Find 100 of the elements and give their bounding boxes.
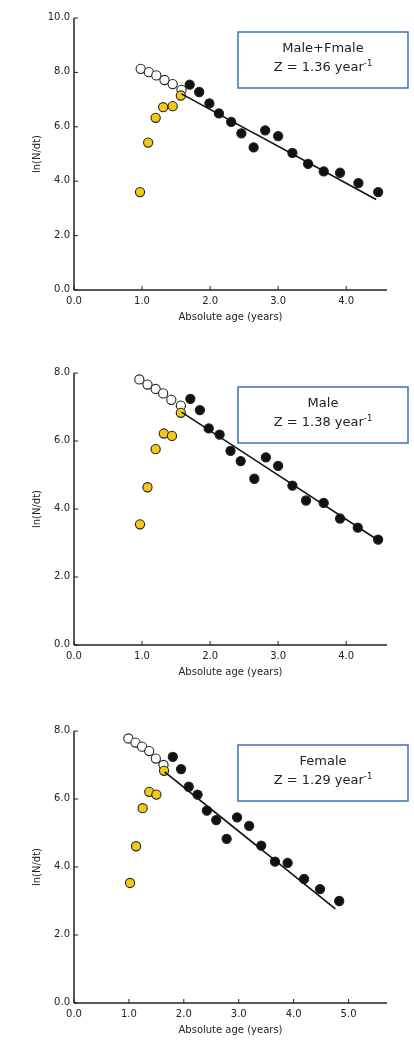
point <box>249 473 260 484</box>
point <box>166 394 177 405</box>
point <box>221 833 232 844</box>
point <box>373 534 384 545</box>
point <box>373 186 384 198</box>
point <box>167 78 178 90</box>
x-axis-title: Absolute age (years) <box>178 666 283 677</box>
point <box>175 763 187 775</box>
point <box>150 753 161 764</box>
x-tick-label: 3.0 <box>270 295 287 306</box>
point <box>300 495 312 506</box>
x-tick-label: 0.0 <box>66 650 82 661</box>
x-tick-label: 2.0 <box>175 1008 192 1019</box>
x-tick-label: 5.0 <box>340 1008 357 1019</box>
point <box>150 112 161 123</box>
annotation: Male <box>307 395 339 410</box>
point <box>334 895 345 907</box>
point <box>204 98 215 109</box>
y-axis-title: ln(N/dt) <box>31 847 42 887</box>
point <box>157 102 169 113</box>
point <box>314 883 326 895</box>
point <box>248 142 259 153</box>
y-tick-label: 0.0 <box>54 638 70 649</box>
y-tick-label: 6.0 <box>54 434 70 445</box>
point <box>123 733 134 744</box>
x-tick-label: 1.0 <box>134 650 150 661</box>
point <box>137 803 148 814</box>
point <box>334 167 346 178</box>
annotation: Female <box>299 753 347 768</box>
point <box>211 814 222 826</box>
y-axis-title: ln(N/dt) <box>31 134 42 174</box>
point <box>194 86 205 98</box>
point <box>136 741 148 752</box>
x-tick-label: 0.0 <box>66 1008 82 1019</box>
x-tick-label: 0.0 <box>66 295 82 306</box>
y-tick-label: 8.0 <box>54 366 70 377</box>
point <box>143 137 154 148</box>
point <box>150 383 161 395</box>
point <box>272 460 284 471</box>
point <box>142 379 153 390</box>
y-tick-label: 6.0 <box>54 119 70 131</box>
point <box>236 128 247 139</box>
point <box>144 745 155 757</box>
point <box>158 428 169 439</box>
y-tick-label: 6.0 <box>54 792 70 803</box>
y-tick-label: 2.0 <box>54 228 70 240</box>
x-tick-label: 4.0 <box>285 1008 302 1019</box>
point <box>235 455 246 467</box>
x-tick-label: 1.0 <box>120 1008 137 1019</box>
point <box>244 820 255 831</box>
point <box>135 63 146 74</box>
point <box>134 186 146 198</box>
x-axis-title: Absolute age (years) <box>178 1024 283 1035</box>
point <box>130 841 142 852</box>
y-tick-label: 4.0 <box>54 860 70 871</box>
x-axis-title: Absolute age (years) <box>178 311 283 322</box>
y-tick-label: 0.0 <box>54 996 70 1007</box>
y-tick-label: 2.0 <box>54 570 70 581</box>
annotation: Z = 1.29 year$^{-1}$ <box>273 771 373 787</box>
point <box>194 404 206 416</box>
point <box>231 812 243 823</box>
point <box>124 877 136 889</box>
y-tick-label: 0.0 <box>54 283 70 294</box>
point <box>166 430 178 442</box>
point <box>167 751 178 762</box>
x-tick-label: 2.0 <box>202 650 219 661</box>
x-tick-label: 4.0 <box>338 650 355 661</box>
y-tick-label: 10.0 <box>47 11 70 22</box>
x-tick-label: 2.0 <box>202 295 219 306</box>
annotation: Z = 1.36 year$^{-1}$ <box>273 58 373 74</box>
y-tick-label: 8.0 <box>54 65 70 77</box>
y-tick-label: 8.0 <box>54 724 70 735</box>
annotation: Z = 1.38 year$^{-1}$ <box>273 413 373 429</box>
point <box>282 857 293 869</box>
point <box>167 100 178 112</box>
x-tick-label: 3.0 <box>230 1008 247 1019</box>
point <box>157 388 169 399</box>
point <box>272 130 284 142</box>
y-tick-label: 4.0 <box>54 174 70 186</box>
point <box>150 444 161 455</box>
point <box>159 74 170 86</box>
point <box>298 873 310 885</box>
point <box>184 79 195 90</box>
y-tick-label: 2.0 <box>54 928 70 939</box>
point <box>134 519 146 530</box>
point <box>151 70 162 81</box>
point <box>225 445 236 456</box>
point <box>151 789 162 800</box>
x-tick-label: 3.0 <box>270 650 287 661</box>
y-tick-label: 4.0 <box>54 502 70 513</box>
annotation: Male+Fmale <box>282 40 364 55</box>
point <box>260 452 272 463</box>
y-axis-title: ln(N/dt) <box>31 489 42 529</box>
point <box>185 393 196 404</box>
point <box>353 177 364 189</box>
point <box>134 374 145 385</box>
point <box>260 125 271 136</box>
x-tick-label: 4.0 <box>338 295 355 306</box>
point <box>142 482 153 493</box>
x-tick-label: 1.0 <box>134 295 150 306</box>
